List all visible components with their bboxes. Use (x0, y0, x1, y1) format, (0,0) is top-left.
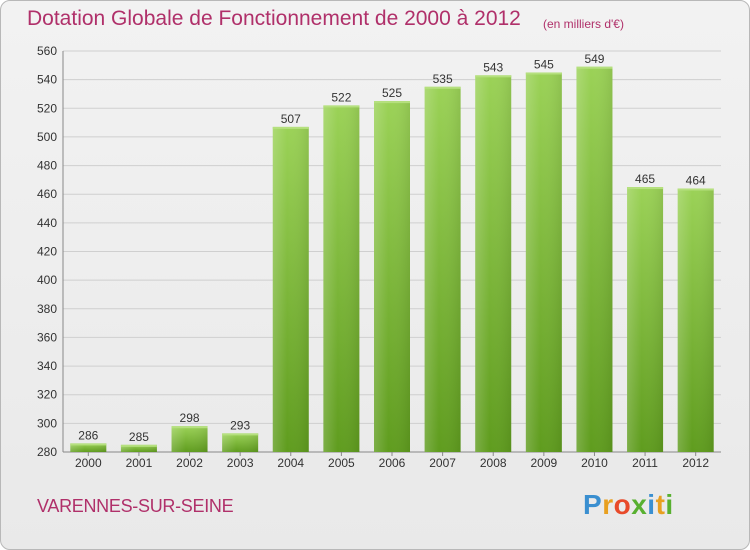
bar-top-2012 (677, 188, 714, 191)
bar-shine-2001 (120, 444, 157, 452)
value-label-2010: 549 (584, 52, 604, 66)
chart-title: Dotation Globale de Fonctionnement de 20… (27, 7, 521, 30)
bar-top-2011 (627, 187, 664, 190)
bar-shine-2002 (171, 426, 208, 452)
y-tick-label: 340 (37, 359, 57, 373)
x-tick-label: 2001 (126, 456, 153, 470)
bar-top-2007 (424, 86, 461, 89)
bar-top-2005 (323, 105, 360, 108)
x-tick-label: 2011 (632, 456, 658, 470)
value-label-2001: 285 (129, 430, 149, 444)
bar-top-2008 (475, 75, 512, 78)
y-tick-label: 400 (37, 273, 57, 287)
y-tick-label: 280 (37, 445, 57, 459)
y-tick-label: 520 (37, 101, 57, 115)
bar-shine-2010 (576, 66, 613, 452)
y-tick-label: 360 (37, 330, 57, 344)
bar-top-2000 (70, 443, 107, 446)
y-tick-label: 420 (37, 245, 57, 259)
x-tick-label: 2004 (277, 456, 304, 470)
value-label-2007: 535 (433, 72, 453, 86)
value-label-2002: 298 (180, 411, 200, 425)
bars (70, 66, 714, 453)
y-tick-label: 540 (37, 73, 57, 87)
x-tick-label: 2000 (75, 456, 102, 470)
value-label-2012: 464 (686, 173, 706, 187)
value-label-2000: 286 (78, 428, 98, 442)
value-label-2003: 293 (230, 418, 250, 432)
bar-shine-2000 (70, 443, 107, 452)
x-tick-label: 2005 (328, 456, 355, 470)
bar-shine-2008 (475, 75, 512, 452)
y-tick-label: 500 (37, 130, 57, 144)
x-tick-label: 2006 (379, 456, 406, 470)
bar-shine-2005 (323, 105, 360, 453)
bar-shine-2004 (272, 126, 309, 453)
bar-shine-2007 (424, 86, 461, 452)
value-label-2008: 543 (483, 60, 503, 74)
value-label-2004: 507 (281, 112, 301, 126)
value-label-2006: 525 (382, 86, 402, 100)
value-label-2005: 522 (331, 90, 351, 104)
commune-name: VARENNES-SUR-SEINE (37, 496, 234, 516)
x-tick-label: 2010 (581, 456, 608, 470)
bar-top-2003 (222, 433, 259, 436)
y-tick-label: 440 (37, 216, 57, 230)
bar-top-2010 (576, 66, 613, 69)
bar-shine-2006 (374, 101, 410, 452)
value-label-2011: 465 (635, 172, 655, 186)
x-tick-label: 2003 (227, 456, 254, 470)
x-tick-label: 2007 (429, 456, 456, 470)
proxiti-logo: Proxiti (583, 489, 674, 520)
y-tick-label: 300 (37, 416, 57, 430)
x-tick-label: 2002 (176, 456, 203, 470)
bar-top-2002 (171, 426, 208, 429)
x-tick-label: 2008 (480, 456, 507, 470)
bar-top-2009 (525, 72, 562, 75)
y-tick-label: 480 (37, 159, 57, 173)
bar-shine-2011 (627, 187, 664, 452)
x-tick-label: 2009 (530, 456, 557, 470)
y-tick-label: 460 (37, 187, 57, 201)
chart-unit-label: (en milliers d'€) (543, 17, 624, 31)
y-tick-label: 320 (37, 388, 57, 402)
y-tick-label: 380 (37, 302, 57, 316)
x-tick-label: 2012 (682, 456, 709, 470)
y-tick-label: 560 (37, 44, 57, 58)
bar-top-2004 (272, 126, 309, 129)
bar-top-2001 (120, 444, 157, 447)
bar-shine-2009 (525, 72, 562, 452)
bar-shine-2003 (222, 433, 259, 452)
value-labels: 286 285 298 293 507 522 525 535 543 545 549 465 464 (78, 52, 706, 444)
bar-shine-2012 (677, 188, 714, 452)
bar-top-2006 (374, 101, 410, 104)
value-label-2009: 545 (534, 57, 554, 71)
